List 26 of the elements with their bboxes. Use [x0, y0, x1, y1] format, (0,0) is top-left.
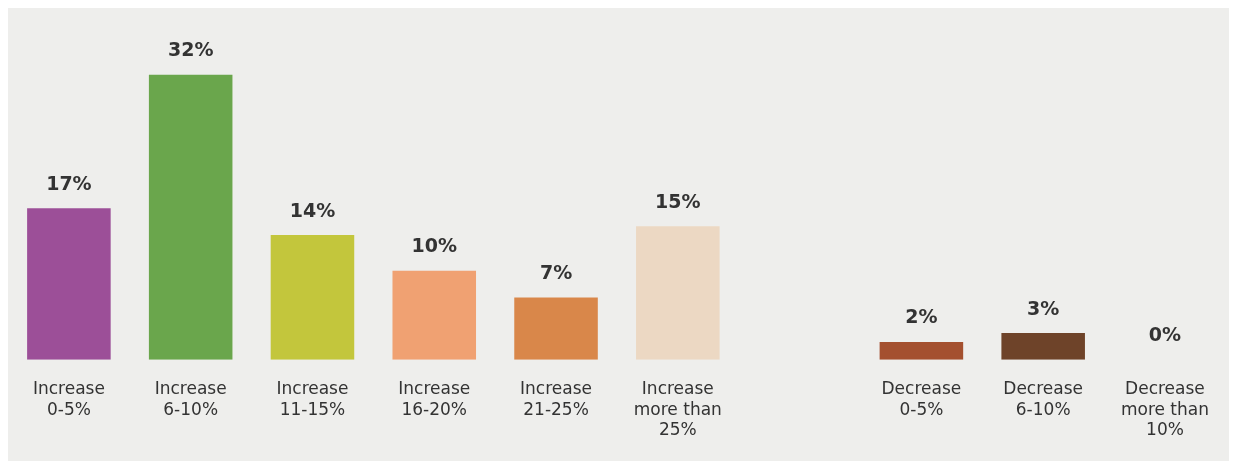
bar: [1001, 333, 1085, 360]
data-label: 10%: [411, 234, 457, 257]
data-label: 17%: [46, 171, 92, 194]
x-tick-label: Increase 11-15%: [276, 378, 349, 419]
x-tick-label: Increase 16-20%: [398, 378, 471, 419]
bar: [27, 208, 111, 360]
bar: [270, 235, 355, 360]
bar: [514, 297, 598, 360]
data-label: 32%: [167, 38, 214, 61]
x-tick-label: Increase 21-25%: [520, 378, 593, 419]
data-label: 15%: [655, 189, 701, 212]
bar: [636, 226, 720, 360]
data-label: 7%: [539, 260, 573, 283]
data-label: 3%: [1027, 296, 1060, 319]
bar: [148, 74, 233, 360]
data-label: 14%: [289, 198, 336, 221]
bar: [392, 270, 477, 360]
x-tick-label: Increase 0-5%: [32, 378, 105, 419]
data-label: 2%: [905, 305, 938, 328]
x-tick-label: Decrease more than 10%: [1120, 378, 1209, 440]
bar: [879, 341, 964, 360]
x-tick-label: Decrease 6-10%: [1003, 378, 1084, 419]
x-tick-label: Decrease 0-5%: [881, 378, 962, 419]
x-tick-label: Increase more than 25%: [633, 378, 722, 440]
x-tick-label: Increase 6-10%: [154, 378, 227, 419]
data-label: 0%: [1148, 323, 1182, 346]
